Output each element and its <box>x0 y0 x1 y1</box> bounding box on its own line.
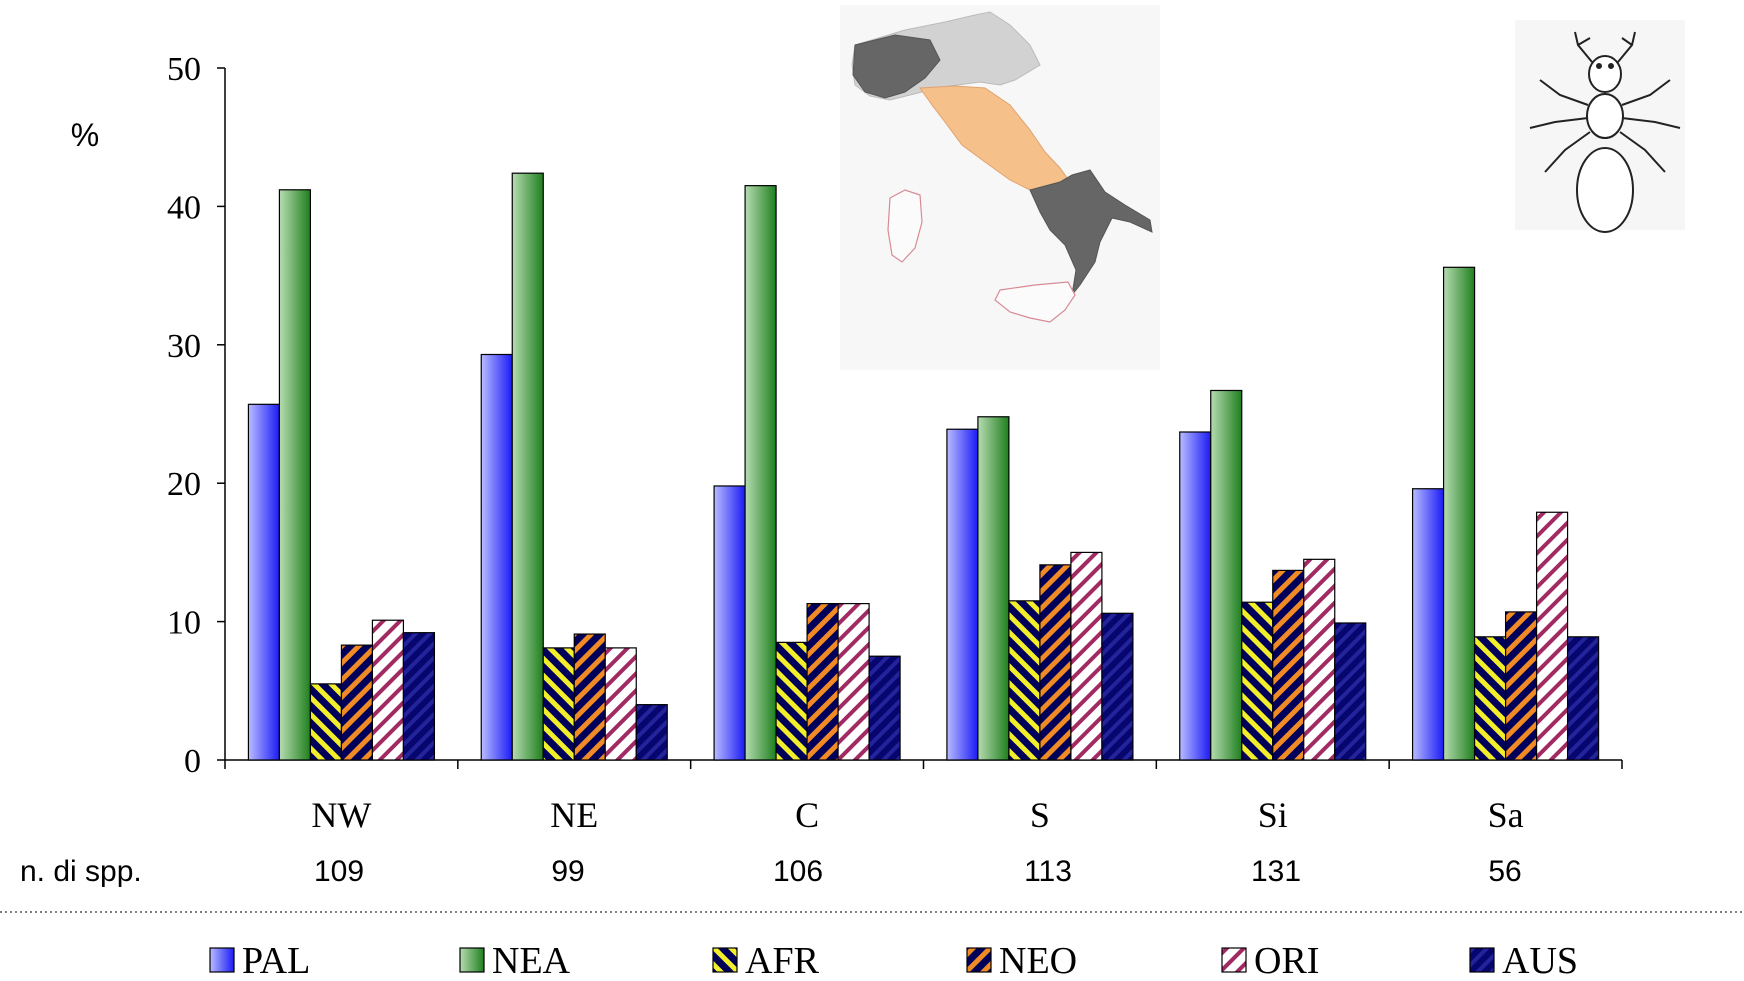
legend-label-afr: AFR <box>745 940 820 981</box>
bar-neo-si <box>1272 569 1305 761</box>
bar-neo-s <box>1039 564 1072 761</box>
legend-swatch-neo <box>966 947 992 973</box>
y-tick-label: 0 <box>184 743 201 780</box>
species-count: 56 <box>1488 855 1521 888</box>
category-label: NW <box>311 795 371 835</box>
bar-nea-sa <box>1442 266 1476 761</box>
bar-pal-si <box>1179 431 1212 761</box>
species-count: 106 <box>773 855 823 888</box>
species-count: 99 <box>551 855 584 888</box>
y-tick-label: 50 <box>167 51 201 88</box>
bar-aus-sa <box>1566 636 1600 761</box>
bar-ori-nw <box>371 619 405 761</box>
legend-swatch-ori <box>1221 947 1247 973</box>
species-count: 131 <box>1251 855 1301 888</box>
category-label: S <box>1030 795 1050 835</box>
bar-neo-ne <box>573 633 606 761</box>
species-count: 113 <box>1024 855 1072 888</box>
bar-neo-nw <box>340 644 374 761</box>
category-label: Sa <box>1488 795 1524 835</box>
bar-afr-nw <box>309 683 343 761</box>
italy-map-icon <box>840 5 1160 370</box>
legend-label-ori: ORI <box>1254 940 1319 981</box>
bar-ori-s <box>1070 551 1103 761</box>
bar-aus-ne <box>635 704 668 761</box>
legend-swatch-nea <box>459 947 485 973</box>
y-tick-label: 30 <box>167 328 201 365</box>
bar-aus-s <box>1101 612 1134 761</box>
legend-swatch-pal <box>209 947 235 973</box>
legend-swatch-aus <box>1469 947 1495 973</box>
bar-nea-nw <box>278 189 312 761</box>
bar-nea-ne <box>511 172 544 761</box>
bar-pal-s <box>946 428 979 761</box>
bar-afr-si <box>1241 601 1274 761</box>
category-label: Si <box>1258 795 1288 835</box>
legend-label-aus: AUS <box>1502 940 1578 981</box>
bar-ori-c <box>837 603 870 761</box>
species-count: 109 <box>314 855 364 888</box>
bar-neo-c <box>806 603 839 761</box>
bar-nea-c <box>744 185 777 761</box>
bar-afr-c <box>775 641 808 761</box>
count-row-label: n. di spp. <box>20 855 142 888</box>
legend-swatch-afr <box>712 947 738 973</box>
bar-ori-si <box>1303 558 1336 761</box>
bar-nea-si <box>1210 389 1243 761</box>
category-label: C <box>795 795 819 835</box>
bar-pal-ne <box>480 353 513 761</box>
bar-ori-sa <box>1535 511 1569 761</box>
ant-icon <box>1515 20 1685 233</box>
bar-pal-c <box>713 485 746 761</box>
bar-pal-sa <box>1411 488 1445 761</box>
bar-aus-nw <box>402 632 436 761</box>
legend-label-neo: NEO <box>999 940 1077 981</box>
legend-label-pal: PAL <box>242 940 310 981</box>
y-tick-label: 40 <box>167 189 201 226</box>
legend-label-nea: NEA <box>492 940 571 981</box>
bar-nea-s <box>977 416 1010 761</box>
bar-aus-c <box>868 655 901 761</box>
y-tick-label: 20 <box>167 466 201 503</box>
bar-afr-s <box>1008 600 1041 761</box>
bar-ori-ne <box>604 647 637 761</box>
bar-aus-si <box>1334 622 1367 761</box>
bar-afr-ne <box>542 647 575 761</box>
y-axis-label: % <box>71 117 99 153</box>
bar-afr-sa <box>1473 636 1507 761</box>
y-tick-label: 10 <box>167 605 201 642</box>
category-label: NE <box>550 795 598 835</box>
bar-neo-sa <box>1504 611 1538 761</box>
bar-pal-nw <box>247 403 281 761</box>
